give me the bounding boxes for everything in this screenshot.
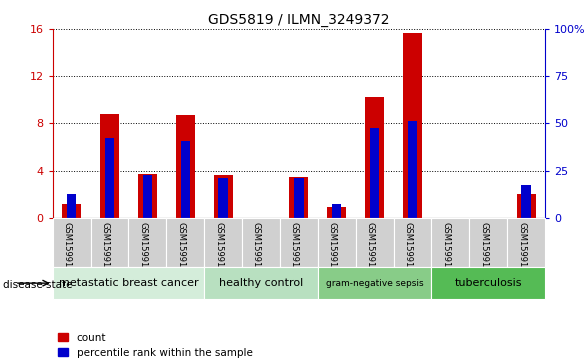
Text: GSM1599180: GSM1599180 — [176, 222, 185, 278]
Bar — [142, 175, 152, 218]
Text: GSM1599178: GSM1599178 — [101, 222, 110, 278]
Bar — [507, 218, 545, 267]
Bar — [67, 194, 76, 218]
Bar — [370, 128, 379, 218]
Bar — [365, 97, 384, 218]
Bar — [522, 185, 531, 218]
Text: GSM1599181: GSM1599181 — [214, 222, 223, 278]
Bar — [204, 218, 242, 267]
Text: GSM1599182: GSM1599182 — [252, 222, 261, 278]
Bar — [431, 218, 469, 267]
Bar — [469, 218, 507, 267]
Bar — [204, 267, 318, 299]
Bar — [517, 194, 536, 218]
Bar — [53, 267, 204, 299]
Bar — [408, 121, 417, 218]
Bar — [176, 115, 195, 218]
Bar — [280, 218, 318, 267]
Bar — [318, 267, 431, 299]
Text: GSM1599183: GSM1599183 — [290, 222, 299, 278]
Bar — [166, 218, 204, 267]
Bar — [180, 141, 190, 218]
Text: GSM1599188: GSM1599188 — [479, 222, 488, 278]
Bar — [294, 178, 304, 218]
Text: GSM1599187: GSM1599187 — [441, 222, 450, 278]
Bar — [327, 207, 346, 218]
Bar — [105, 138, 114, 218]
Bar — [356, 218, 394, 267]
Bar — [128, 218, 166, 267]
Bar — [318, 218, 356, 267]
Bar — [138, 174, 157, 218]
Text: GSM1599184: GSM1599184 — [328, 222, 337, 278]
Title: GDS5819 / ILMN_3249372: GDS5819 / ILMN_3249372 — [208, 13, 390, 26]
Bar — [100, 114, 119, 218]
Text: tuberculosis: tuberculosis — [454, 278, 522, 288]
Bar — [403, 33, 422, 218]
Bar — [394, 218, 431, 267]
Bar — [289, 176, 308, 218]
Bar — [214, 175, 233, 218]
Text: GSM1599177: GSM1599177 — [63, 222, 71, 278]
Legend: count, percentile rank within the sample: count, percentile rank within the sample — [58, 333, 253, 358]
Bar — [219, 178, 228, 218]
Bar — [62, 204, 81, 218]
Text: GSM1599185: GSM1599185 — [366, 222, 374, 278]
Bar — [91, 218, 128, 267]
Text: disease state: disease state — [3, 280, 73, 290]
Bar — [53, 218, 91, 267]
Bar — [431, 267, 545, 299]
Text: GSM1599179: GSM1599179 — [138, 222, 148, 278]
Text: gram-negative sepsis: gram-negative sepsis — [326, 279, 424, 287]
Text: GSM1599189: GSM1599189 — [517, 222, 526, 278]
Text: healthy control: healthy control — [219, 278, 303, 288]
Text: GSM1599186: GSM1599186 — [403, 222, 413, 278]
Text: metastatic breast cancer: metastatic breast cancer — [59, 278, 198, 288]
Bar — [332, 204, 342, 218]
Bar — [242, 218, 280, 267]
